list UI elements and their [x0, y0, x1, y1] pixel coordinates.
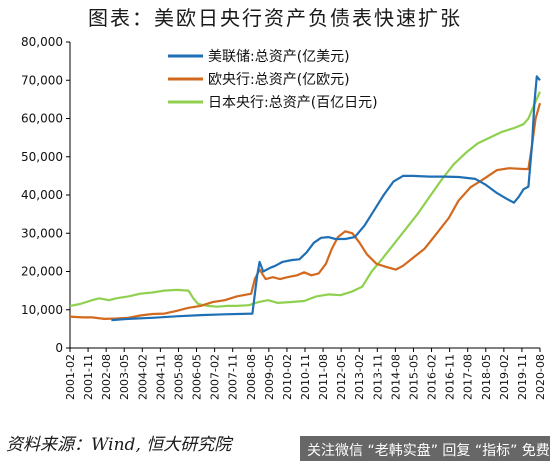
- x-tick-label: 2013-11: [371, 354, 384, 400]
- x-tick-label: 2017-08: [462, 354, 475, 400]
- x-tick-label: 2002-08: [100, 354, 113, 400]
- x-tick-label: 2013-02: [353, 354, 366, 400]
- series-lines: [69, 75, 542, 322]
- y-tick-label: 70,000: [21, 73, 63, 87]
- x-tick-label: 2010-11: [299, 354, 312, 400]
- axes: 0 10,000 20,000 30,000 40,000 50,000 60,000 70,…: [21, 35, 547, 400]
- x-tick-label: 2004-02: [136, 354, 149, 400]
- x-tick-label: 2008-08: [245, 354, 258, 400]
- x-tick-label: 2014-08: [389, 354, 402, 400]
- x-tick-label: 2019-11: [516, 354, 529, 400]
- x-tick-label: 2015-05: [407, 354, 420, 400]
- legend-label-1: 欧央行:总资产(亿欧元): [208, 72, 350, 88]
- y-tick-label: 0: [55, 341, 63, 355]
- legend: 美联储:总资产(亿美元) 欧央行:总资产(亿欧元) 日本央行:总资产(百亿日元): [168, 49, 378, 111]
- x-tick-label: 2005-08: [172, 354, 185, 400]
- series-line-2: [69, 91, 542, 308]
- y-tick-label: 30,000: [21, 226, 63, 240]
- watermark-bar: [300, 436, 550, 461]
- y-tick-label: 60,000: [21, 112, 63, 126]
- x-tick-label: 2020-08: [534, 354, 547, 400]
- source-note: 资料来源：Wind, 恒大研究院: [6, 435, 232, 455]
- x-tick-label: 2007-02: [209, 354, 222, 400]
- x-tick-label: 2019-02: [498, 354, 511, 400]
- x-tick-label: 2012-05: [335, 354, 348, 400]
- watermark-text: 关注微信 “老韩实盘” 回复 “指标” 免费领: [307, 443, 550, 459]
- x-tick-label: 2006-05: [191, 354, 204, 400]
- x-tick-label: 2003-05: [118, 354, 131, 400]
- x-tick-label: 2011-08: [317, 354, 330, 400]
- x-tick-label: 2010-02: [281, 354, 294, 400]
- series-line-1: [69, 102, 542, 320]
- legend-label-0: 美联储:总资产(亿美元): [208, 49, 350, 65]
- y-tick-label: 40,000: [21, 188, 63, 202]
- y-tick-label: 80,000: [21, 35, 63, 49]
- y-tick-label: 10,000: [21, 303, 63, 317]
- x-tick-label: 2007-11: [227, 354, 240, 400]
- series-line-0: [111, 75, 541, 322]
- x-tick-label: 2018-05: [480, 354, 493, 400]
- y-tick-label: 20,000: [21, 265, 63, 279]
- x-tick-label: 2001-02: [64, 354, 77, 400]
- x-tick-label: 2009-05: [263, 354, 276, 400]
- line-chart: 0 10,000 20,000 30,000 40,000 50,000 60,000 70,…: [21, 35, 547, 400]
- x-tick-label: 2004-11: [154, 354, 167, 400]
- x-tick-label: 2016-02: [426, 354, 439, 400]
- x-tick-label: 2016-11: [444, 354, 457, 400]
- chart-title: 图表：美欧日央行资产负债表快速扩张: [88, 6, 462, 30]
- legend-label-2: 日本央行:总资产(百亿日元): [208, 95, 378, 111]
- x-tick-label: 2001-11: [82, 354, 95, 400]
- y-tick-label: 50,000: [21, 150, 63, 164]
